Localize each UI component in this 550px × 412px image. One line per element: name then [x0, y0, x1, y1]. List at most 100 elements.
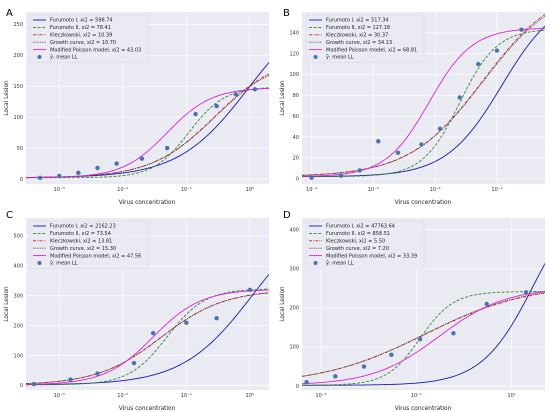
y-tick-label: 100: [13, 353, 23, 359]
y-axis-label: Local Lesion: [4, 286, 10, 322]
series-line: [302, 291, 545, 385]
panel-c: C 0 100 200 300 400 500 10⁻³ 10⁻² 10⁻¹ 10⁰ Furumot…: [4, 210, 269, 412]
legend-box: [29, 14, 149, 63]
data-point: [523, 290, 529, 295]
data-point: [457, 95, 462, 100]
y-axis-label: Local Lesion: [280, 286, 286, 322]
data-point: [376, 139, 381, 144]
data-point: [164, 145, 170, 151]
legend-swatch: [313, 261, 318, 265]
x-tick-label: 10⁻³: [368, 187, 379, 193]
data-point: [214, 103, 219, 109]
data-point: [247, 287, 253, 292]
y-tick-label: 500: [13, 234, 23, 240]
series-line: [26, 87, 269, 179]
legend-box: [305, 220, 425, 269]
legend-entry: Kleczkowski, xi2 = 13.81: [50, 239, 112, 245]
x-tick-label: 10⁻⁴: [306, 187, 317, 193]
series-line: [302, 291, 545, 377]
data-point: [437, 126, 443, 131]
legend-swatch: [37, 261, 42, 265]
x-axis-label: Virus concentration: [395, 200, 452, 206]
y-tick-label: 0: [296, 176, 299, 182]
x-axis-label: Virus concentration: [119, 200, 176, 206]
data-point: [193, 111, 198, 117]
data-point: [304, 379, 309, 385]
y-tick-label: 100: [289, 72, 299, 78]
y-tick-label: 400: [13, 264, 23, 270]
y-axis-label: Local Lesion: [4, 80, 10, 116]
legend-swatch: [313, 55, 318, 59]
data-point: [476, 61, 481, 67]
legend-entry: Growth curve, xi2 = 34.13: [326, 40, 392, 46]
x-tick-label: 10⁰: [246, 187, 254, 193]
x-tick-label: 10⁰: [246, 393, 254, 399]
data-point: [37, 175, 43, 181]
y-tick-label: 20: [293, 156, 299, 162]
legend-entry: Furumoto I, xi2 = 2162.23: [50, 224, 116, 230]
legend-entry: Furumoto II, xi2 = 78.41: [50, 25, 111, 31]
y-tick-label: 140: [289, 31, 299, 37]
y-tick-label: 0: [20, 383, 23, 389]
y-tick-label: 200: [13, 323, 23, 329]
y-tick-label: 50: [17, 146, 23, 152]
legend-entry: ŷ: mean LL: [326, 260, 354, 267]
data-point: [395, 150, 401, 155]
data-point: [76, 170, 81, 176]
series-line: [26, 288, 269, 386]
data-point: [417, 336, 423, 342]
legend-entry: ŷ: mean LL: [326, 54, 354, 61]
data-point: [131, 360, 137, 366]
plot-area: 0 20 40 60 80 100 120 140 10⁻⁴ 10⁻³ 10⁻² 10⁻¹ Furumo…: [289, 12, 545, 193]
series-line: [26, 74, 269, 178]
y-axis-label: Local Lesion: [280, 80, 286, 116]
legend-entry: Modified Poisson model, xi2 = 68.81: [326, 47, 417, 53]
x-axis-label: Virus concentration: [119, 406, 176, 412]
data-point: [419, 142, 424, 147]
legend-box: [29, 220, 149, 269]
data-point: [95, 371, 100, 376]
series-line: [302, 291, 545, 386]
legend-entry: Furumoto II, xi2 = 858.51: [326, 231, 390, 237]
data-point: [139, 156, 145, 161]
legend-entry: Growth curve, xi2 = 15.30: [50, 246, 116, 252]
legend-entry: Furumoto II, xi2 = 127.18: [326, 25, 390, 31]
plot-area: 0 100 200 300 400 10⁻³ 10⁻¹ 10¹ Furumoto I, xi2 …: [289, 218, 545, 399]
data-point: [338, 173, 344, 178]
plot-area: 0 50 100 150 200 250 10⁻³ 10⁻² 10⁻¹ 10⁰ Furumoto I…: [13, 12, 269, 193]
data-point: [519, 27, 524, 32]
x-axis-label: Virus concentration: [395, 406, 452, 412]
panel-letter: C: [6, 210, 13, 221]
series-group: [26, 274, 269, 386]
y-tick-label: 400: [289, 227, 299, 233]
legend-entry: Kleczkowski, xi2 = 30.37: [326, 33, 388, 39]
x-tick-label: 10¹: [507, 393, 515, 399]
legend-entry: Modified Poisson model, xi2 = 47.56: [50, 253, 141, 259]
data-point: [150, 330, 156, 336]
series-line: [26, 87, 269, 179]
x-tick-label: 10⁻¹: [181, 393, 192, 399]
data-point: [95, 165, 100, 171]
y-tick-label: 40: [293, 135, 299, 141]
data-point: [184, 320, 189, 325]
panel-letter: B: [283, 8, 290, 19]
legend-entry: ŷ: mean LL: [50, 54, 78, 61]
series-line: [26, 292, 269, 385]
series-group: [26, 62, 269, 179]
panel-letter: A: [6, 8, 13, 19]
data-point: [233, 92, 238, 97]
y-tick-label: 0: [296, 384, 299, 390]
series-line: [302, 29, 545, 178]
data-point: [357, 168, 362, 173]
y-tick-label: 200: [289, 306, 299, 312]
series-group: [302, 263, 545, 386]
y-tick-label: 300: [13, 293, 23, 299]
series-line: [302, 14, 545, 176]
x-tick-label: 10⁻²: [430, 187, 441, 193]
panel-b: B 0 20 40 60 80 100 120 140 10⁻⁴ 10⁻³ 10⁻² 10⁻¹ Furu…: [280, 8, 545, 206]
x-tick-label: 10⁻³: [315, 393, 326, 399]
x-tick-label: 10⁻³: [54, 187, 65, 193]
panel-d: D 0 100 200 300 400 10⁻³ 10⁻¹ 10¹ Furumoto I, xi…: [280, 210, 545, 412]
panel-letter: D: [283, 210, 291, 221]
